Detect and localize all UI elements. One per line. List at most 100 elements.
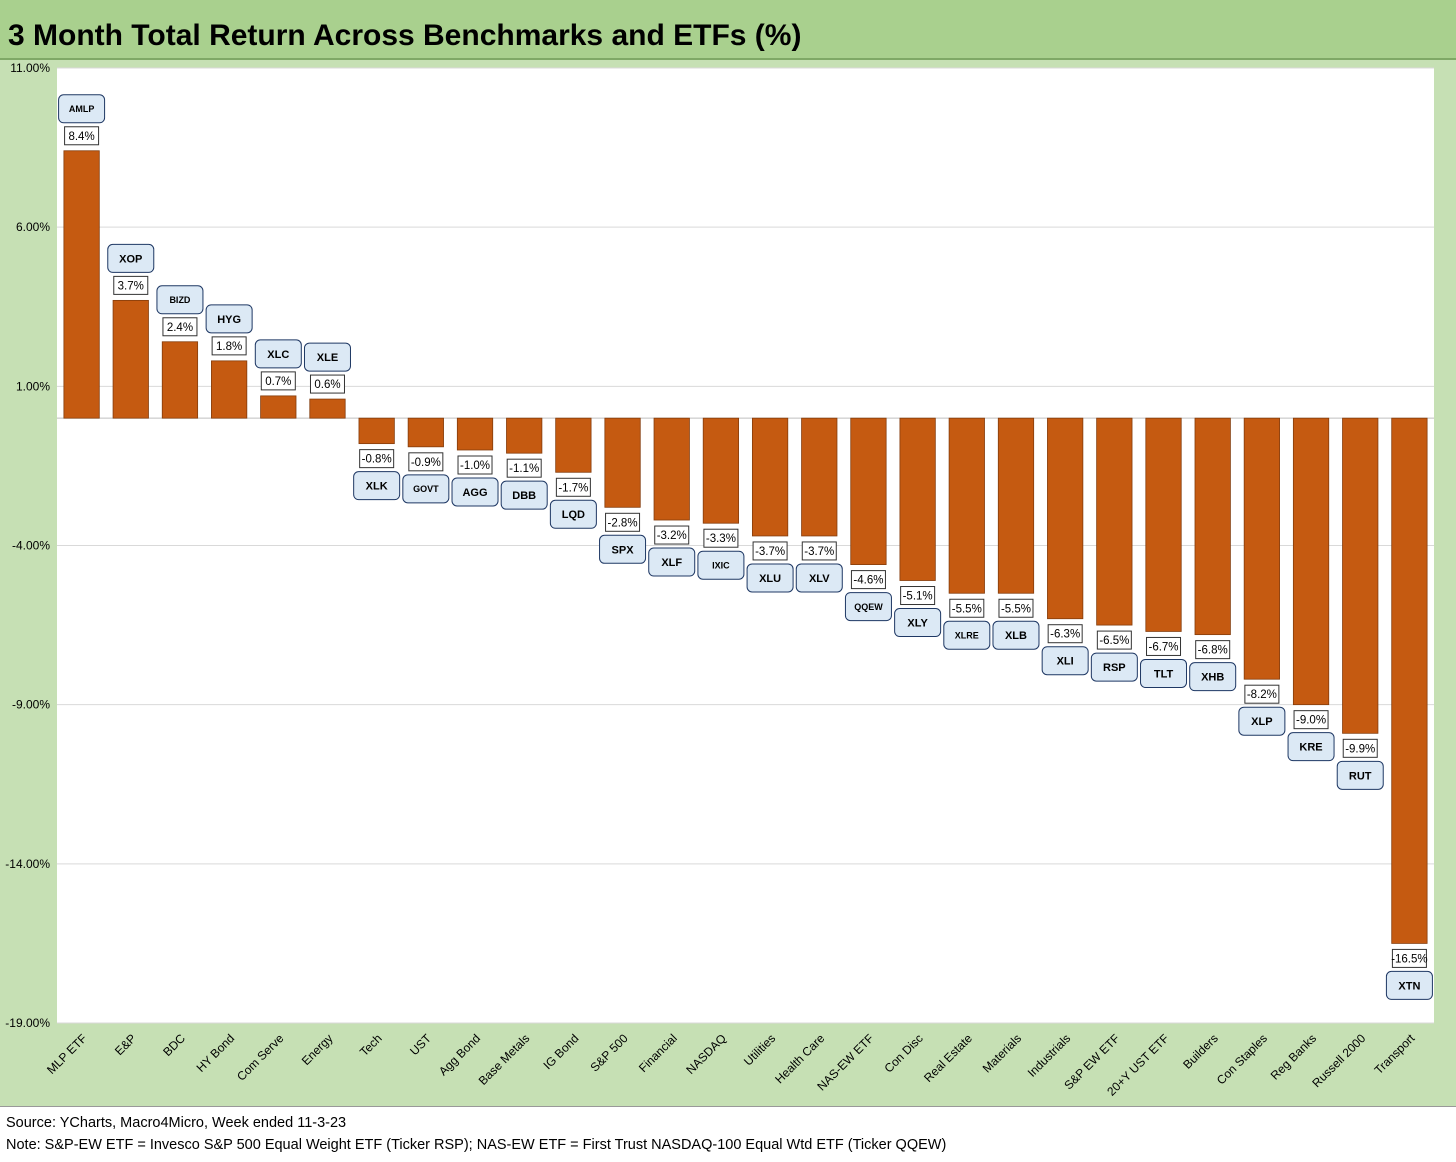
- bar: [161, 341, 199, 419]
- bar: [1047, 417, 1084, 620]
- x-tick-label: Com Serve: [234, 1031, 287, 1084]
- ticker-label: SPX: [612, 544, 635, 556]
- ticker-box: [1238, 706, 1286, 736]
- ticker-label: XLF: [661, 557, 682, 569]
- bar: [1391, 417, 1428, 944]
- x-tick-label: Utilities: [741, 1031, 778, 1068]
- x-tick-label: Transport: [1372, 1031, 1418, 1077]
- ticker-label: IXIC: [712, 560, 730, 570]
- data-label-box: [801, 541, 837, 561]
- y-tick-label: -4.00%: [12, 539, 50, 553]
- data-label: -2.8%: [608, 517, 638, 529]
- x-tick-label: S&P 500: [587, 1031, 630, 1074]
- data-label: -9.9%: [1345, 743, 1375, 755]
- data-label: 0.6%: [314, 379, 340, 391]
- ticker-box: [697, 550, 745, 580]
- x-tick-label: NASDAQ: [683, 1031, 729, 1077]
- data-label: -1.0%: [460, 460, 490, 472]
- ticker-label: HYG: [217, 314, 241, 326]
- data-label-box: [211, 336, 247, 356]
- bar: [850, 417, 887, 565]
- data-label: -4.6%: [853, 575, 883, 587]
- x-tick-label: Builders: [1180, 1031, 1221, 1072]
- ticker-label: XLC: [267, 349, 289, 361]
- data-label: -5.1%: [903, 591, 933, 603]
- ticker-label: XLI: [1057, 656, 1074, 668]
- data-label-box: [703, 528, 739, 548]
- ticker-label: XLE: [317, 352, 338, 364]
- ticker-box: [107, 243, 155, 273]
- data-label-box: [1146, 636, 1182, 656]
- data-label-box: [457, 455, 493, 475]
- data-label: 8.4%: [68, 131, 94, 143]
- data-label-box: [1391, 948, 1427, 968]
- ticker-label: KRE: [1299, 742, 1322, 754]
- data-label: -6.7%: [1148, 641, 1178, 653]
- data-label-box: [949, 598, 985, 618]
- bar: [899, 417, 936, 581]
- ticker-box: [353, 471, 401, 501]
- ticker-box: [500, 480, 548, 510]
- data-label-box: [309, 374, 345, 394]
- ticker-box: [1189, 662, 1237, 692]
- ticker-box: [599, 534, 647, 564]
- x-tick-label: MLP ETF: [44, 1031, 90, 1077]
- data-label: -9.0%: [1296, 715, 1326, 727]
- x-tick-label: Con Staples: [1214, 1031, 1270, 1087]
- ticker-label: DBB: [512, 490, 536, 502]
- ticker-label: AGG: [462, 487, 487, 499]
- title-bar: 3 Month Total Return Across Benchmarks a…: [0, 0, 1456, 60]
- data-label: -8.2%: [1247, 689, 1277, 701]
- chart-frame: 11.00% 6.00% 1.00% -4.00% -9.00% -14.00% -19.0…: [0, 60, 1456, 1107]
- data-label-box: [1096, 630, 1132, 650]
- x-tick-label: Materials: [980, 1031, 1024, 1075]
- bar: [702, 417, 740, 524]
- bar: [1096, 417, 1133, 626]
- bar: [1145, 417, 1182, 632]
- x-tick-label: Agg Bond: [436, 1031, 483, 1078]
- ticker-label: XHB: [1201, 672, 1224, 684]
- ticker-label: TLT: [1154, 668, 1174, 680]
- x-tick-label: Russell 2000: [1309, 1031, 1368, 1090]
- ticker-label: XLP: [1251, 716, 1272, 728]
- data-label-box: [1195, 640, 1231, 660]
- x-tick-label: IG Bond: [540, 1031, 581, 1072]
- ticker-box: [58, 94, 106, 124]
- bar: [407, 417, 444, 448]
- ticker-label: QQEW: [854, 602, 883, 612]
- data-label-box: [64, 126, 100, 146]
- data-label: 2.4%: [167, 322, 193, 334]
- x-tick-label: Tech: [357, 1031, 385, 1059]
- data-label-box: [408, 452, 444, 472]
- x-tick-label: Financial: [636, 1031, 680, 1075]
- data-label: -16.5%: [1391, 953, 1427, 965]
- ticker-box: [205, 304, 253, 334]
- data-label: -3.3%: [706, 533, 736, 545]
- footer: Source: YCharts, Macro4Micro, Week ended…: [0, 1107, 1456, 1162]
- data-label-box: [506, 458, 542, 478]
- bar: [1194, 417, 1231, 636]
- ticker-label: XOP: [119, 253, 142, 265]
- data-label: -1.7%: [558, 482, 588, 494]
- y-tick-label: 11.00%: [10, 61, 50, 75]
- ticker-label: XLU: [759, 573, 781, 585]
- x-tick-label: HY Bond: [194, 1031, 238, 1075]
- ticker-box: [648, 547, 696, 577]
- bar: [653, 417, 690, 521]
- data-label: -1.1%: [509, 463, 539, 475]
- bar: [1292, 417, 1330, 706]
- bar: [801, 417, 838, 537]
- bar: [555, 417, 592, 473]
- ticker-label: RUT: [1349, 770, 1372, 782]
- ticker-box: [549, 499, 597, 529]
- ticker-box: [303, 342, 351, 372]
- data-label-box: [359, 449, 395, 469]
- bar: [112, 299, 149, 419]
- ticker-box: [894, 608, 942, 638]
- data-label: -3.7%: [804, 546, 834, 558]
- x-tick-label: BDC: [160, 1031, 188, 1059]
- source-note: Source: YCharts, Macro4Micro, Week ended…: [6, 1115, 347, 1131]
- y-tick-label: -9.00%: [12, 698, 50, 712]
- x-tick-label: E&P: [112, 1031, 139, 1058]
- bar: [1342, 417, 1379, 734]
